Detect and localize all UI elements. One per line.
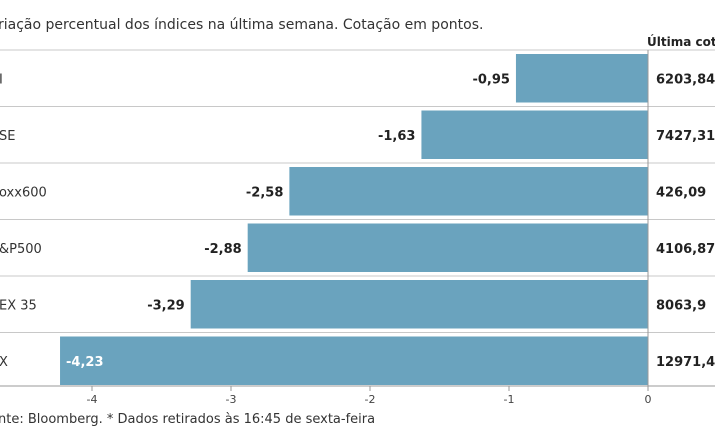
category-label: SE: [0, 129, 15, 144]
bar: [421, 110, 648, 159]
value-label: -2,88: [204, 242, 241, 257]
bar: [515, 54, 648, 103]
last-quote-value: 4106,87: [656, 242, 715, 257]
value-label: -3,29: [147, 298, 184, 313]
bar: [190, 280, 648, 329]
category-label: &P500: [0, 242, 42, 257]
chart-subtitle: riação percentual dos índices na última …: [0, 17, 484, 33]
bar: [289, 167, 648, 216]
source-note: nte: Bloomberg. * Dados retirados às 16:…: [0, 412, 376, 427]
category-label: I: [0, 72, 3, 87]
last-quote-value: 426,09: [656, 185, 706, 200]
last-quote-value: 6203,84: [656, 72, 715, 87]
tick-label: -1: [504, 393, 515, 406]
last-quote-value: 12971,47: [656, 355, 715, 370]
tick-label: 0: [645, 393, 652, 406]
tick-label: -4: [87, 393, 98, 406]
bar: [247, 223, 648, 272]
value-label: -0,95: [472, 72, 509, 87]
value-label: -2,58: [246, 185, 283, 200]
category-label: X: [0, 355, 8, 370]
value-label: -1,63: [378, 129, 415, 144]
last-quote-value: 7427,31: [656, 129, 715, 144]
category-label: oxx600: [0, 185, 47, 200]
category-label: EX 35: [0, 298, 37, 313]
last-quote-value: 8063,9: [656, 298, 706, 313]
tick-label: -3: [226, 393, 237, 406]
bar: [60, 336, 648, 385]
tick-label: -2: [365, 393, 376, 406]
value-label: -4,23: [66, 355, 103, 370]
last-quote-header: Última cotaç: [647, 35, 715, 49]
